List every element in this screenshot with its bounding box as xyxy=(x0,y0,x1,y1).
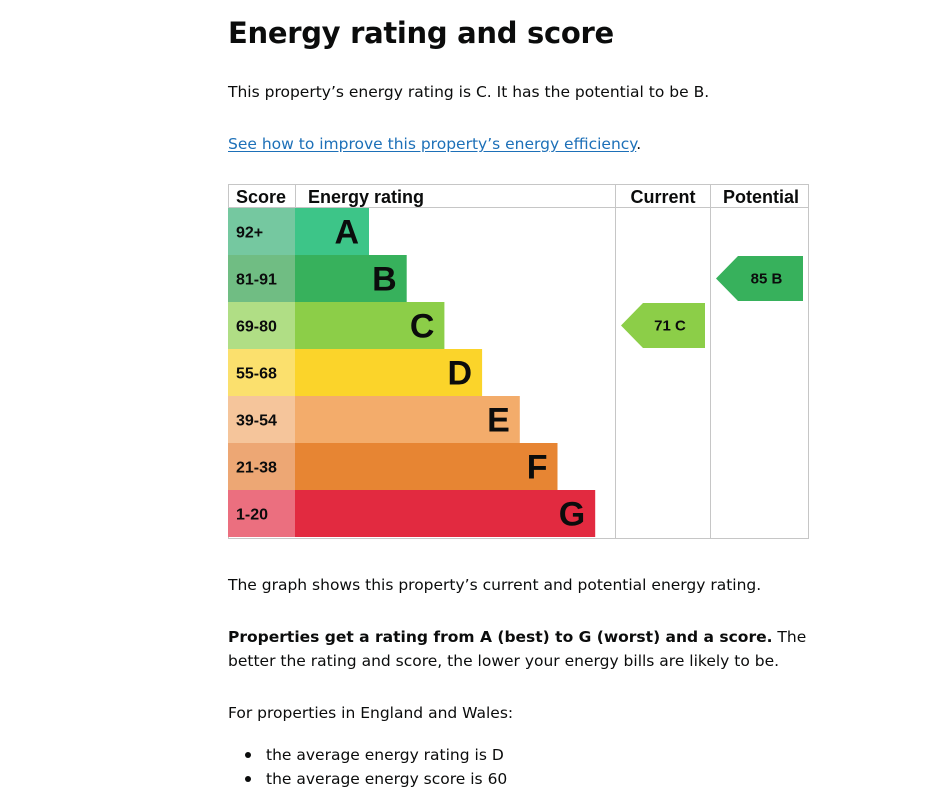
average-rating-text: the average energy rating is D xyxy=(266,746,504,764)
header-energy-rating: Energy rating xyxy=(308,187,424,207)
list-item: the average energy rating is D xyxy=(245,743,507,767)
rating-letter-f: F xyxy=(527,449,548,487)
ratings-explanation: Properties get a rating from A (best) to… xyxy=(228,625,828,673)
bullet-icon xyxy=(245,752,251,758)
region-intro: For properties in England and Wales: xyxy=(228,704,514,722)
header-current: Current xyxy=(630,187,695,207)
score-cell-c xyxy=(228,302,295,349)
score-cell-f xyxy=(228,443,295,490)
rating-letter-b: B xyxy=(372,261,397,299)
score-cell-a xyxy=(228,208,295,255)
page-title: Energy rating and score xyxy=(228,16,614,50)
rating-bar-e xyxy=(295,396,520,443)
chart-headers: Score Energy rating Current Potential xyxy=(236,187,799,207)
rating-letter-d: D xyxy=(448,355,473,393)
current-rating-label: 71 C xyxy=(654,318,686,335)
score-label-b: 81-91 xyxy=(236,272,277,289)
rating-letter-c: C xyxy=(410,308,435,346)
score-cell-g xyxy=(228,490,295,537)
rating-letter-e: E xyxy=(487,402,510,440)
score-label-a: 92+ xyxy=(236,225,263,242)
average-score-text: the average energy score is 60 xyxy=(266,770,508,788)
rating-summary: This property’s energy rating is C. It h… xyxy=(228,83,710,101)
improve-link-suffix: . xyxy=(636,135,642,153)
averages-list: the average energy rating is D the avera… xyxy=(228,743,507,791)
rating-bar-d xyxy=(295,349,483,396)
ratings-explanation-rest: The better the rating and score, the low… xyxy=(228,628,807,670)
score-label-c: 69-80 xyxy=(236,319,277,336)
score-cell-e xyxy=(228,396,295,443)
chart-grid xyxy=(228,184,809,539)
ratings-explanation-bold: Properties get a rating from A (best) to… xyxy=(228,628,773,646)
energy-rating-chart: 92+ A81-91 B69-80 C55-68 D39-54 E21-38 F1-20 G … xyxy=(228,184,809,539)
chart-arrows: 71 C 85 B xyxy=(621,256,803,348)
chart-bands: 92+ A 81-91 B 69-80 C 55-68 D 39-54 E 21-38 F 1-20 G xyxy=(228,208,596,537)
score-label-g: 1-20 xyxy=(236,507,268,524)
score-label-f: 21-38 xyxy=(236,460,277,477)
improve-efficiency-link[interactable]: See how to improve this property’s energ… xyxy=(228,135,637,153)
graph-caption: The graph shows this property’s current … xyxy=(228,576,762,594)
list-item: the average energy score is 60 xyxy=(245,767,508,791)
potential-rating-label: 85 B xyxy=(751,271,783,288)
rating-letter-g: G xyxy=(559,496,585,534)
rating-letter-a: A xyxy=(334,214,359,252)
score-label-d: 55-68 xyxy=(236,366,277,383)
rating-bar-f xyxy=(295,443,558,490)
rating-bar-c xyxy=(295,302,445,349)
score-label-e: 39-54 xyxy=(236,413,277,430)
rating-bar-g xyxy=(295,490,596,537)
header-score: Score xyxy=(236,187,286,207)
current-rating-arrow xyxy=(621,303,705,348)
rating-bar-b xyxy=(295,255,407,302)
score-cell-b xyxy=(228,255,295,302)
score-cell-d xyxy=(228,349,295,396)
bullet-icon xyxy=(245,776,251,782)
rating-bar-a xyxy=(295,208,369,255)
header-potential: Potential xyxy=(723,187,799,207)
improve-link-paragraph: See how to improve this property’s energ… xyxy=(228,132,641,156)
potential-rating-arrow xyxy=(716,256,803,301)
